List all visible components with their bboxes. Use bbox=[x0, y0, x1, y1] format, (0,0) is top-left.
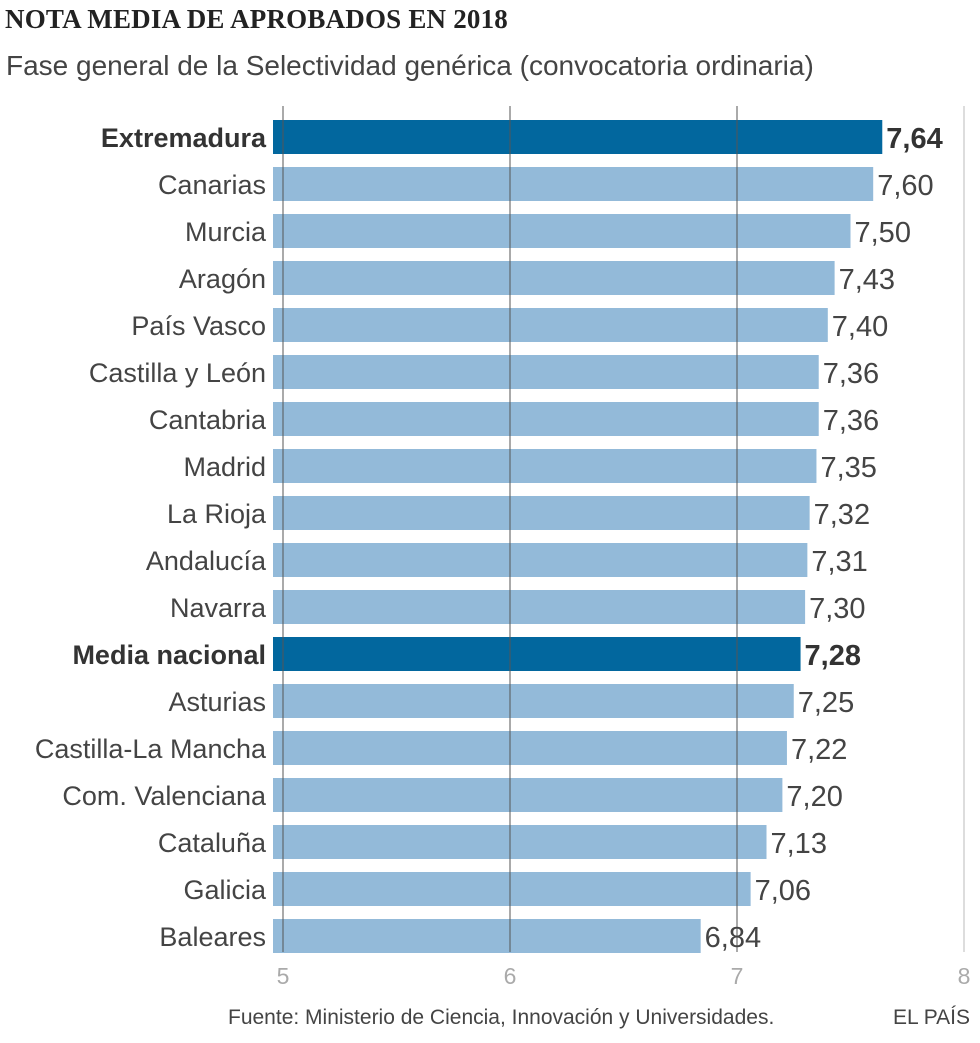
value-label: 7,22 bbox=[791, 734, 847, 766]
bar bbox=[273, 919, 701, 953]
value-label: 7,35 bbox=[820, 452, 876, 484]
category-label: Extremadura bbox=[101, 123, 267, 153]
bar bbox=[273, 214, 851, 248]
category-label: Cantabria bbox=[149, 405, 267, 435]
x-tick-label: 6 bbox=[504, 963, 517, 989]
value-label: 7,43 bbox=[839, 264, 895, 296]
value-label: 7,13 bbox=[771, 828, 827, 860]
value-label: 7,64 bbox=[886, 123, 942, 155]
bar bbox=[273, 261, 835, 295]
category-label: Andalucía bbox=[146, 546, 267, 576]
bar bbox=[273, 872, 751, 906]
value-label: 7,25 bbox=[798, 687, 854, 719]
x-tick-label: 7 bbox=[731, 963, 744, 989]
category-label: Canarias bbox=[158, 170, 266, 200]
category-label: Com. Valenciana bbox=[62, 781, 267, 811]
value-label: 7,40 bbox=[832, 311, 888, 343]
category-label: Castilla y León bbox=[89, 358, 266, 388]
bar bbox=[273, 590, 806, 624]
value-label: 7,28 bbox=[805, 640, 861, 672]
value-label: 7,36 bbox=[823, 358, 879, 390]
bar bbox=[273, 778, 783, 812]
category-label: País Vasco bbox=[131, 311, 266, 341]
category-label: La Rioja bbox=[167, 499, 267, 529]
brand-label: EL PAÍS bbox=[892, 1006, 970, 1029]
bar bbox=[273, 731, 787, 765]
value-label: 6,84 bbox=[705, 922, 761, 954]
category-label: Madrid bbox=[183, 452, 266, 482]
category-label: Aragón bbox=[179, 264, 266, 294]
chart-subtitle: Fase general de la Selectividad genérica… bbox=[6, 50, 814, 81]
value-label: 7,32 bbox=[814, 499, 870, 531]
x-tick-label: 8 bbox=[958, 963, 971, 989]
bar bbox=[273, 543, 808, 577]
source-note: Fuente: Ministerio de Ciencia, Innovació… bbox=[228, 1006, 775, 1029]
value-label: 7,31 bbox=[811, 546, 867, 578]
bar bbox=[273, 449, 817, 483]
category-label: Cataluña bbox=[158, 828, 267, 858]
bar bbox=[273, 355, 819, 389]
category-label: Media nacional bbox=[72, 640, 266, 670]
category-label: Murcia bbox=[185, 217, 267, 247]
bar bbox=[273, 637, 801, 671]
bar bbox=[273, 120, 883, 154]
category-label: Navarra bbox=[170, 593, 267, 623]
bar bbox=[273, 308, 828, 342]
category-label: Castilla-La Mancha bbox=[35, 734, 267, 764]
bar-chart: 5 6 7 8 Extremadura 7,64 Canarias 7,60 Murcia 7,5… bbox=[35, 106, 971, 989]
value-label: 7,50 bbox=[855, 217, 911, 249]
chart-title: NOTA MEDIA DE APROBADOS EN 2018 bbox=[5, 4, 509, 34]
bar bbox=[273, 684, 794, 718]
value-label: 7,36 bbox=[823, 405, 879, 437]
value-label: 7,60 bbox=[877, 170, 933, 202]
value-label: 7,20 bbox=[786, 781, 842, 813]
value-label: 7,30 bbox=[809, 593, 865, 625]
value-label: 7,06 bbox=[755, 875, 811, 907]
category-label: Baleares bbox=[159, 922, 266, 952]
bar bbox=[273, 825, 767, 859]
category-label: Asturias bbox=[168, 687, 266, 717]
x-tick-label: 5 bbox=[277, 963, 290, 989]
bar bbox=[273, 402, 819, 436]
bar bbox=[273, 167, 874, 201]
category-label: Galicia bbox=[183, 875, 267, 905]
bar bbox=[273, 496, 810, 530]
